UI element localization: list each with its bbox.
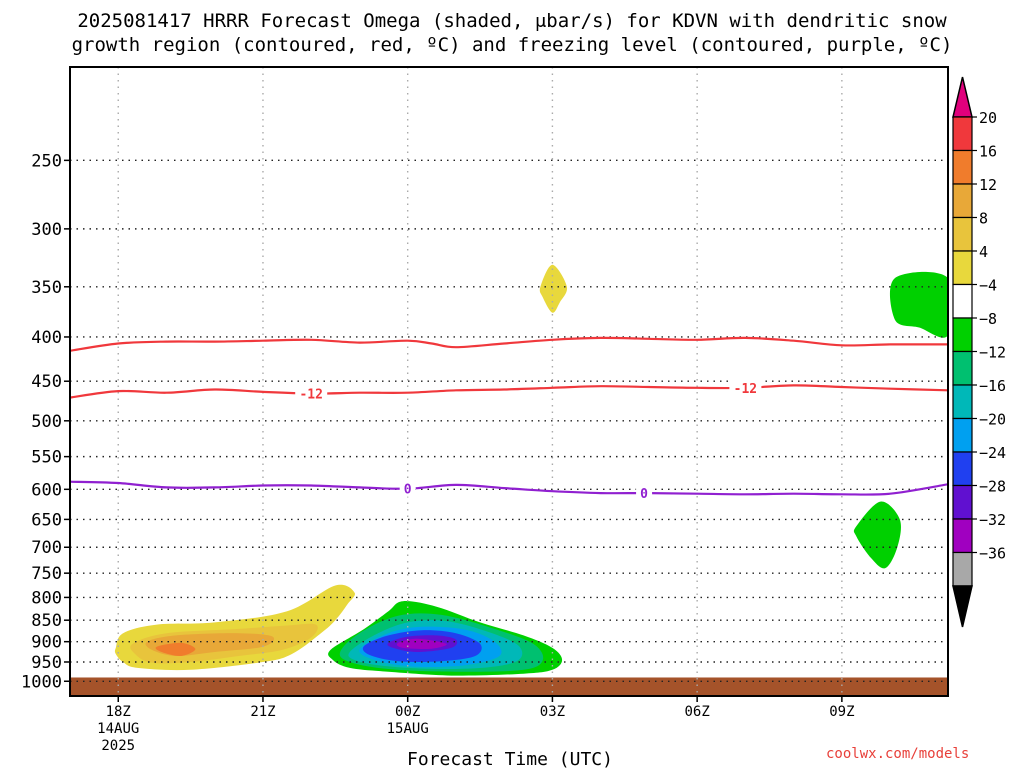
colorbar-band-13 xyxy=(952,551,973,587)
colorbar-band-6 xyxy=(952,317,973,353)
colorbar-band-10 xyxy=(952,451,973,487)
contour-label-2-1: 0 xyxy=(640,487,648,502)
colorbar-label-0: 20 xyxy=(979,109,997,127)
colorbar-label-5: −4 xyxy=(979,277,997,295)
contour-line-1 xyxy=(70,336,948,352)
colorbar-label-12: −32 xyxy=(979,511,1006,529)
colorbar-label-6: −8 xyxy=(979,310,997,328)
y-tick-label-8: 650 xyxy=(31,510,62,530)
omega-area-13 xyxy=(853,501,901,569)
contour-label-0-1: -12 xyxy=(734,382,757,397)
omega-area-11 xyxy=(539,264,568,313)
y-tick-label-10: 750 xyxy=(31,564,62,584)
colorbar-band-3 xyxy=(952,216,973,252)
colorbar-label-3: 8 xyxy=(979,210,988,228)
contour-label-bg-2-0 xyxy=(399,480,416,497)
omega-area-12 xyxy=(889,271,948,338)
y-tick-label-4: 450 xyxy=(31,372,62,392)
colorbar-band-4 xyxy=(952,250,973,286)
omega-area-3 xyxy=(155,642,196,657)
colorbar-band-5 xyxy=(952,283,973,319)
colorbar-band-1 xyxy=(952,149,973,185)
colorbar-label-4: 4 xyxy=(979,243,988,261)
contour-line-0 xyxy=(70,384,948,399)
contour-label-bg-0-1 xyxy=(729,379,762,396)
colorbar-label-11: −28 xyxy=(979,478,1006,496)
x-tick-sublabel-0-1: 2025 xyxy=(101,738,135,754)
colorbar-band-9 xyxy=(952,417,973,453)
x-tick-label-5: 09Z xyxy=(829,704,854,720)
y-tick-label-15: 1000 xyxy=(21,672,62,692)
y-tick-label-12: 850 xyxy=(31,611,62,631)
x-axis-title: Forecast Time (UTC) xyxy=(407,749,613,768)
contour-label-0-0: -12 xyxy=(299,388,322,403)
x-tick-label-1: 21Z xyxy=(250,704,275,720)
y-tick-label-14: 950 xyxy=(31,653,62,673)
colorbar-band-2 xyxy=(952,183,973,219)
colorbar-label-1: 16 xyxy=(979,143,997,161)
credit-text: coolwx.com/models xyxy=(826,746,970,762)
colorbar-label-13: −36 xyxy=(979,545,1006,563)
x-tick-label-3: 03Z xyxy=(540,704,565,720)
colorbar-band-11 xyxy=(952,484,973,520)
y-tick-label-5: 500 xyxy=(31,412,62,432)
colorbar-label-7: −12 xyxy=(979,344,1006,362)
x-tick-label-4: 06Z xyxy=(684,704,709,720)
y-tick-label-9: 700 xyxy=(31,538,62,558)
y-tick-label-1: 300 xyxy=(31,220,62,240)
plot-frame xyxy=(69,66,949,697)
chart-title-line-1: 2025081417 HRRR Forecast Omega (shaded, … xyxy=(77,10,947,32)
colorbar-label-8: −16 xyxy=(979,377,1006,395)
colorbar-bottom-arrow xyxy=(952,585,973,628)
colorbar-band-12 xyxy=(952,518,973,554)
plot-area: -12 -12 0 0 xyxy=(70,67,948,696)
y-tick-label-6: 550 xyxy=(31,448,62,468)
x-tick-sublabel-2-0: 15AUG xyxy=(387,721,429,737)
ground-fill xyxy=(70,677,948,696)
x-tick-sublabel-0-0: 14AUG xyxy=(97,721,139,737)
y-tick-label-3: 400 xyxy=(31,328,62,348)
colorbar-band-7 xyxy=(952,350,973,386)
chart-title-line-2: growth region (contoured, red, ºC) and f… xyxy=(71,34,953,56)
colorbar-band-8 xyxy=(952,384,973,420)
colorbar-label-10: −24 xyxy=(979,444,1006,462)
colorbar-band-0 xyxy=(952,116,973,152)
x-tick-label-2: 00Z xyxy=(395,704,420,720)
y-tick-label-7: 600 xyxy=(31,480,62,500)
colorbar-label-9: −20 xyxy=(979,411,1006,429)
contour-line-2 xyxy=(70,480,948,496)
y-tick-label-11: 800 xyxy=(31,588,62,608)
y-tick-label-13: 900 xyxy=(31,633,62,653)
contour-label-2-0: 0 xyxy=(404,483,412,498)
contour-label-bg-0-0 xyxy=(295,385,328,402)
colorbar-label-2: 12 xyxy=(979,176,997,194)
y-tick-label-0: 250 xyxy=(31,151,62,171)
contour-label-bg-2-1 xyxy=(636,485,653,502)
y-tick-label-2: 350 xyxy=(31,278,62,298)
x-tick-label-0: 18Z xyxy=(106,704,131,720)
colorbar-top-arrow xyxy=(952,76,973,118)
